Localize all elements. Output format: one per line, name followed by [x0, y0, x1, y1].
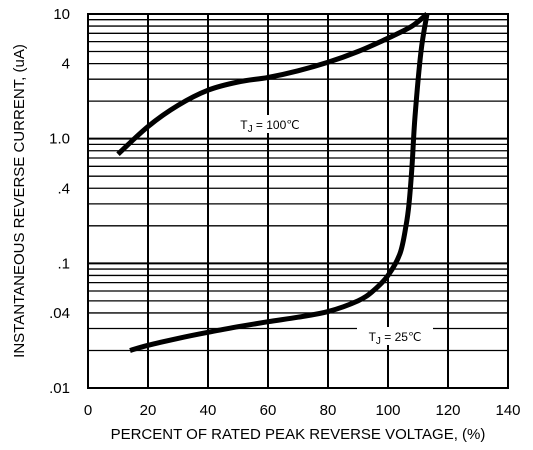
x-tick-labels: 0 20 40 60 80 100 120 140 [84, 402, 521, 419]
series-label-background [227, 115, 313, 133]
y-tick-label: .01 [49, 380, 70, 397]
y-tick-label: .04 [49, 305, 70, 322]
y-axis-label: INSTANTANEOUS REVERSE CURRENT, (uA) [11, 44, 28, 358]
x-tick-label: 80 [320, 402, 337, 419]
y-tick-label: .4 [57, 180, 70, 197]
series-label-background [357, 327, 433, 345]
y-tick-labels: .01 .04 .1 .4 1.0 4 10 [49, 6, 70, 397]
series-label: TJ = 25℃ [369, 330, 422, 347]
x-tick-label: 20 [140, 402, 157, 419]
x-tick-label: 100 [375, 402, 400, 419]
x-tick-label: 140 [495, 402, 520, 419]
plot-frame [87, 13, 509, 389]
curve-tj-25c [129, 13, 430, 353]
x-tick-label: 120 [435, 402, 460, 419]
x-tick-label: 60 [260, 402, 277, 419]
series-layer [116, 12, 430, 353]
y-tick-label: .1 [57, 255, 70, 272]
x-tick-label: 40 [200, 402, 217, 419]
minor-gridlines [88, 19, 508, 352]
y-tick-label: 1.0 [49, 131, 70, 148]
series-label: TJ = 100℃ [240, 118, 300, 135]
y-tick-label: 4 [62, 56, 70, 73]
annotation-layer: TJ = 100℃ TJ = 25℃ [227, 115, 433, 347]
curve-tj-100c [116, 12, 429, 157]
x-tick-label: 0 [84, 402, 92, 419]
x-axis-label: PERCENT OF RATED PEAK REVERSE VOLTAGE, (… [111, 426, 486, 443]
y-tick-label: 10 [53, 6, 70, 23]
